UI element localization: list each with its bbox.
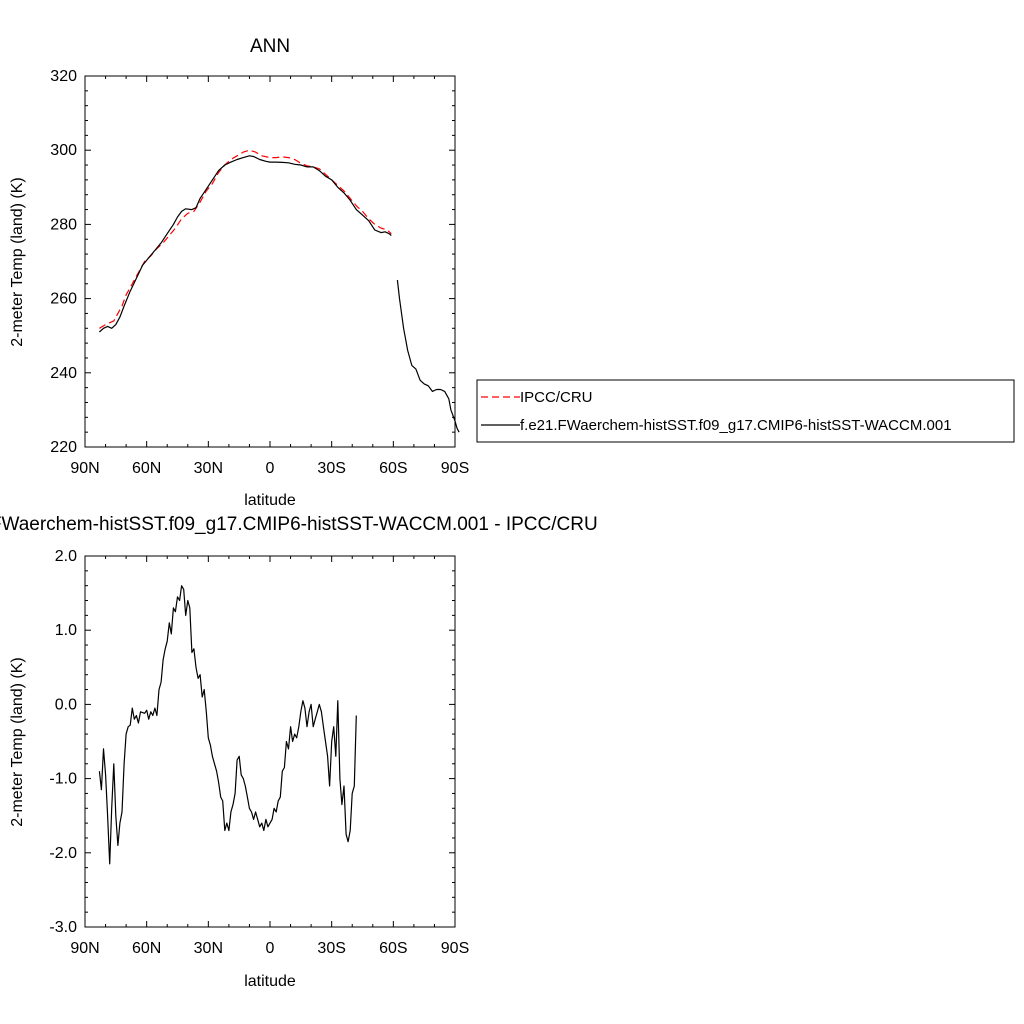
top-x-tick-label: 30N [194, 460, 223, 477]
top-x-tick-label: 60S [379, 460, 407, 477]
legend-box [476, 379, 1015, 443]
top-x-tick-label: 90S [441, 460, 469, 477]
top-y-tick-label: 260 [50, 291, 77, 308]
top-y-axis-label: 2-meter Temp (land) (K) [9, 177, 26, 347]
bottom-x-tick-label: 90S [441, 940, 469, 957]
top-series-group [98, 149, 460, 433]
bottom-series-group [98, 585, 357, 865]
top-x-tick-labels: 90N 60N 30N 0 30S 60S 90S [70, 460, 469, 477]
bottom-x-tick-label: 30S [317, 940, 345, 957]
bottom-y-tick-labels: -3.0 -2.0 -1.0 0.0 1.0 2.0 [49, 548, 77, 936]
top-chart-title: ANN [250, 36, 290, 57]
bottom-x-axis-label: latitude [244, 973, 296, 990]
bottom-y-tick-label: -3.0 [49, 919, 77, 936]
top-y-tick-label: 240 [50, 365, 77, 382]
bottom-panel: f.e21.FWaerchem-histSST.f09_g17.CMIP6-hi… [0, 514, 598, 990]
top-x-tick-label: 0 [266, 460, 275, 477]
top-y-tick-label: 280 [50, 216, 77, 233]
top-axis-ticks [84, 75, 456, 448]
bottom-y-tick-label: -1.0 [49, 771, 77, 788]
top-x-tick-label: 60N [132, 460, 161, 477]
top-y-tick-label: 300 [50, 142, 77, 159]
bottom-axis-ticks [84, 555, 456, 928]
bottom-series-line-0 [98, 585, 357, 865]
top-y-tick-labels: 220 240 260 280 300 320 [50, 68, 77, 456]
top-x-tick-label: 90N [70, 460, 99, 477]
top-y-tick-label: 220 [50, 439, 77, 456]
top-y-tick-label: 320 [50, 68, 77, 85]
bottom-x-tick-label: 30N [194, 940, 223, 957]
top-x-axis-label: latitude [244, 492, 296, 509]
bottom-x-tick-label: 0 [266, 940, 275, 957]
top-panel: ANN 90N 60N 30N 0 30S 60S 90S 220 240 260 280 300 3… [9, 36, 1015, 509]
bottom-x-tick-label: 60N [132, 940, 161, 957]
bottom-x-tick-label: 90N [70, 940, 99, 957]
bottom-y-tick-label: 1.0 [55, 622, 77, 639]
bottom-y-tick-label: 0.0 [55, 696, 77, 713]
bottom-y-axis-label: 2-meter Temp (land) (K) [9, 657, 26, 827]
legend: IPCC/CRU f.e21.FWaerchem-histSST.f09_g17… [476, 379, 1015, 443]
bottom-y-tick-label: 2.0 [55, 548, 77, 565]
bottom-y-tick-label: -2.0 [49, 845, 77, 862]
bottom-x-tick-labels: 90N 60N 30N 0 30S 60S 90S [70, 940, 469, 957]
top-series-line-1 [98, 155, 460, 433]
legend-label-model: f.e21.FWaerchem-histSST.f09_g17.CMIP6-hi… [520, 417, 952, 434]
bottom-chart-title: f.e21.FWaerchem-histSST.f09_g17.CMIP6-hi… [0, 514, 598, 535]
bottom-x-tick-label: 60S [379, 940, 407, 957]
legend-label-ipcc-cru: IPCC/CRU [520, 389, 593, 406]
top-x-tick-label: 30S [317, 460, 345, 477]
